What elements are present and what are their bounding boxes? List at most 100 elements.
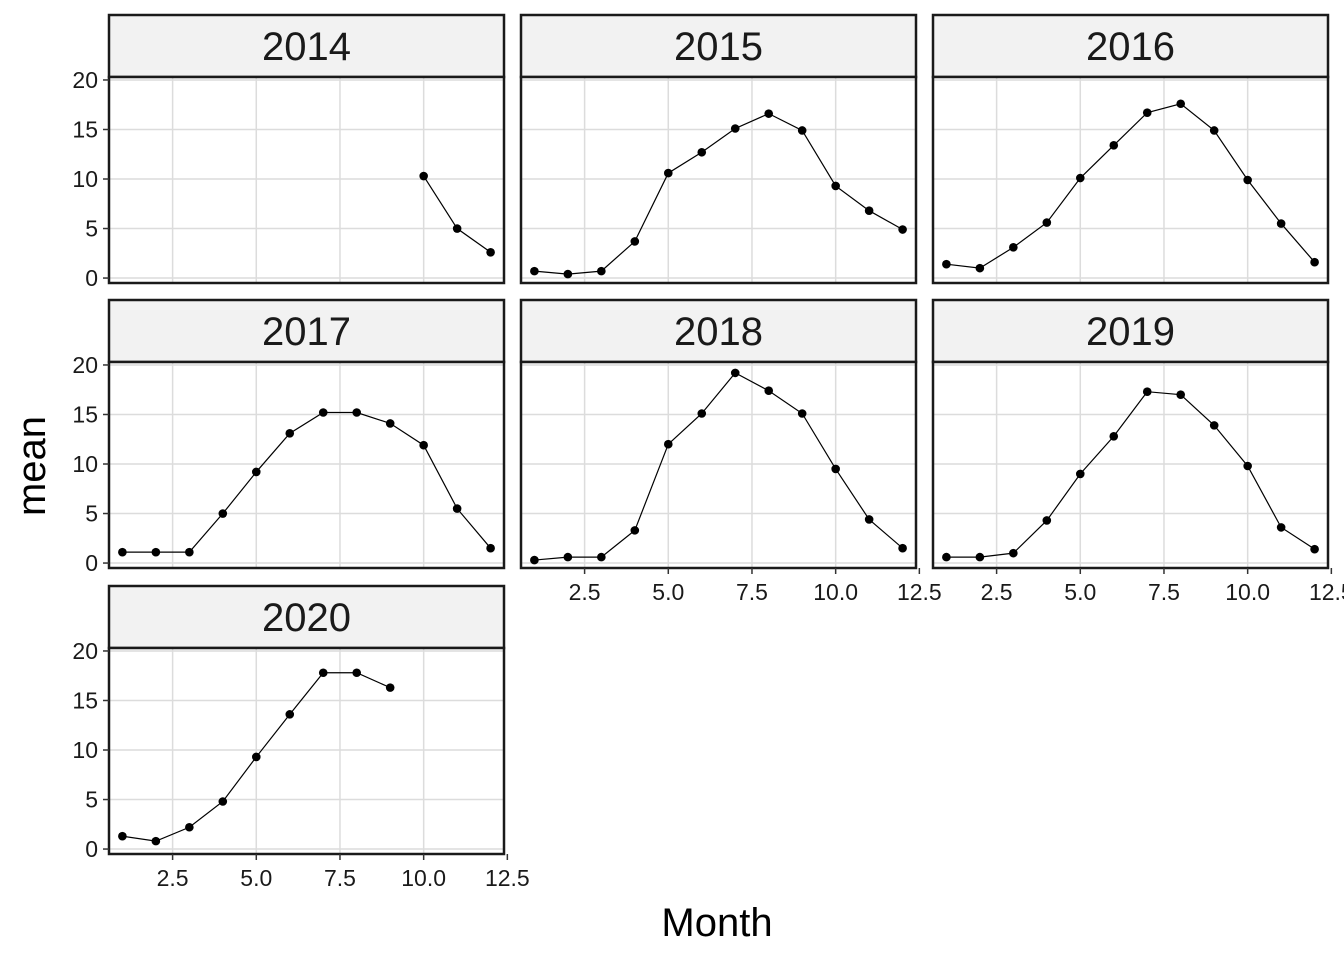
data-point xyxy=(975,263,985,273)
data-point xyxy=(1109,141,1119,150)
y-tick-label: 15 xyxy=(72,401,98,427)
y-tick-label: 10 xyxy=(72,737,98,763)
data-point xyxy=(1243,175,1252,185)
series-line xyxy=(122,411,492,553)
data-point xyxy=(1176,390,1186,399)
facet-strip-label: 2018 xyxy=(674,310,763,354)
panel-background xyxy=(109,77,504,283)
data-point xyxy=(1009,243,1018,252)
data-point xyxy=(452,504,462,513)
x-tick-label: 7.5 xyxy=(736,579,768,605)
data-point xyxy=(831,181,840,191)
gridlines xyxy=(109,362,504,568)
x-tick-label: 12.5 xyxy=(1309,579,1344,605)
data-point xyxy=(251,467,261,477)
data-point xyxy=(530,555,539,565)
data-point xyxy=(385,683,395,692)
y-tick-label: 10 xyxy=(72,166,98,192)
series-line xyxy=(946,391,1315,558)
data-point xyxy=(1310,544,1319,554)
facet-strip xyxy=(107,13,506,79)
x-tick-label: 12.5 xyxy=(897,579,942,605)
data-point xyxy=(185,822,194,832)
data-point xyxy=(218,797,228,806)
data-point xyxy=(1176,99,1186,109)
data-point xyxy=(486,543,495,553)
data-point xyxy=(1042,218,1052,227)
panel-background xyxy=(109,648,504,854)
data-point xyxy=(864,206,874,216)
data-point xyxy=(697,409,707,418)
data-point xyxy=(597,266,606,276)
gridlines xyxy=(521,77,916,283)
data-point xyxy=(630,526,640,535)
facet-panel-2018: 2018 2.5 5.0 7.5 10.0 12.5 xyxy=(519,298,942,605)
y-tick-label: 10 xyxy=(72,451,98,477)
y-tick-label: 5 xyxy=(85,787,98,813)
data-point xyxy=(1243,461,1252,471)
panel-border xyxy=(931,360,1330,570)
data-point xyxy=(898,225,907,234)
x-tick-label: 5.0 xyxy=(652,579,684,605)
x-tick-label: 2.5 xyxy=(981,579,1013,605)
data-point xyxy=(764,386,774,396)
data-point xyxy=(1310,257,1319,267)
data-point xyxy=(530,266,539,276)
x-tick-label: 10.0 xyxy=(813,579,858,605)
gridlines xyxy=(933,77,1328,283)
data-point xyxy=(797,126,807,135)
data-point xyxy=(975,552,985,562)
panel-border xyxy=(519,360,918,570)
data-point xyxy=(1276,523,1286,532)
data-point xyxy=(864,515,874,524)
facet-panel-2017: 2017 0 5 10 15 20 xyxy=(72,298,506,576)
y-tick-label: 15 xyxy=(72,116,98,142)
data-point xyxy=(486,247,495,257)
series-line xyxy=(534,112,903,275)
data-point xyxy=(318,408,328,417)
facet-strip-label: 2016 xyxy=(1086,25,1175,69)
data-point xyxy=(1009,548,1018,558)
y-tick-label: 20 xyxy=(72,352,98,378)
x-tick-label: 5.0 xyxy=(240,865,272,891)
y-tick-label: 20 xyxy=(72,638,98,664)
series-line xyxy=(946,103,1316,269)
data-point xyxy=(1109,431,1119,441)
facet-panel-2020: 2020 0 5 10 15 20 2.5 5.0 7.5 10.0 12.5 xyxy=(72,584,530,891)
x-axis-title: Month xyxy=(661,901,772,945)
x-tick-label: 2.5 xyxy=(569,579,601,605)
panel-background xyxy=(109,362,504,568)
panel-background xyxy=(933,77,1328,283)
x-tick-label: 10.0 xyxy=(401,865,446,891)
panel-border xyxy=(931,75,1330,285)
data-point xyxy=(218,509,228,518)
data-point xyxy=(630,237,640,246)
facet-panel-2014: 2014 0 5 10 15 20 xyxy=(72,13,506,291)
data-point xyxy=(118,831,127,841)
y-tick-label: 15 xyxy=(72,687,98,713)
data-point xyxy=(1142,108,1152,117)
data-point xyxy=(898,543,907,553)
facet-strip-label: 2017 xyxy=(262,310,351,354)
data-point xyxy=(1075,469,1085,479)
facet-panel-2015: 2015 xyxy=(519,13,918,285)
facet-strip-label: 2014 xyxy=(262,25,351,69)
panel-background xyxy=(933,362,1328,568)
data-point xyxy=(597,552,606,562)
data-point xyxy=(452,224,462,233)
data-point xyxy=(318,668,328,678)
y-tick-label: 0 xyxy=(85,836,98,862)
data-point xyxy=(385,419,395,428)
data-point xyxy=(563,552,573,562)
data-point xyxy=(352,408,362,417)
x-tick-label: 10.0 xyxy=(1225,579,1270,605)
data-point xyxy=(1142,387,1152,397)
data-point xyxy=(1276,219,1286,228)
y-tick-label: 5 xyxy=(85,501,98,527)
panel-background xyxy=(521,77,916,283)
data-point xyxy=(831,464,840,474)
data-point xyxy=(697,147,707,157)
panel-border xyxy=(519,75,918,285)
gridlines xyxy=(109,77,504,283)
series-line xyxy=(534,372,904,561)
